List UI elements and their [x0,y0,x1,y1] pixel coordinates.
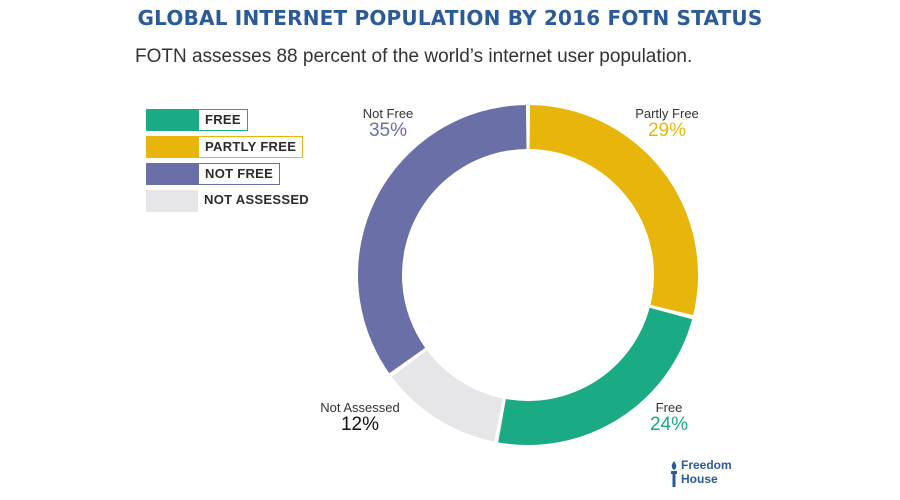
legend-swatch-not-assessed [146,190,198,212]
slice-name-not-assessed: Not Assessed [320,400,400,415]
logo-line-1: Freedom [681,458,732,472]
legend-label-free: FREE [198,109,248,131]
legend-swatch-free [146,109,198,131]
legend-label-not-free: NOT FREE [198,163,281,185]
donut-slice-partly-free [529,105,698,316]
legend-label-partly-free: PARTLY FREE [198,136,304,158]
slice-label-free: Free 24% [624,400,714,435]
logo-line-2: House [681,472,718,486]
donut-slice-free [498,307,693,445]
slice-name-partly-free: Partly Free [635,106,699,121]
logo-text: Freedom House [681,458,761,486]
slice-value-not-assessed: 12% [340,414,380,435]
slice-value-free: 24% [649,414,689,435]
donut-slice-not-free [358,105,527,374]
slice-value-not-free: 35% [368,120,408,141]
slice-value-partly-free: 29% [647,120,687,141]
slice-name-free: Free [655,400,683,415]
legend-swatch-not-free [146,163,198,185]
legend-label-not-assessed: NOT ASSESSED [204,192,309,207]
legend-swatch-partly-free [146,136,198,158]
slice-label-not-free: Not Free 35% [338,106,438,141]
slice-name-not-free: Not Free [362,106,414,121]
torch-icon [671,461,677,487]
chart-subtitle: FOTN assesses 88 percent of the world’s … [135,46,693,67]
donut-slice-not-assessed [391,350,503,442]
slice-label-partly-free: Partly Free 29% [612,106,722,141]
chart-title: GLOBAL INTERNET POPULATION BY 2016 FOTN … [137,6,763,30]
slice-label-not-assessed: Not Assessed 12% [300,400,420,435]
